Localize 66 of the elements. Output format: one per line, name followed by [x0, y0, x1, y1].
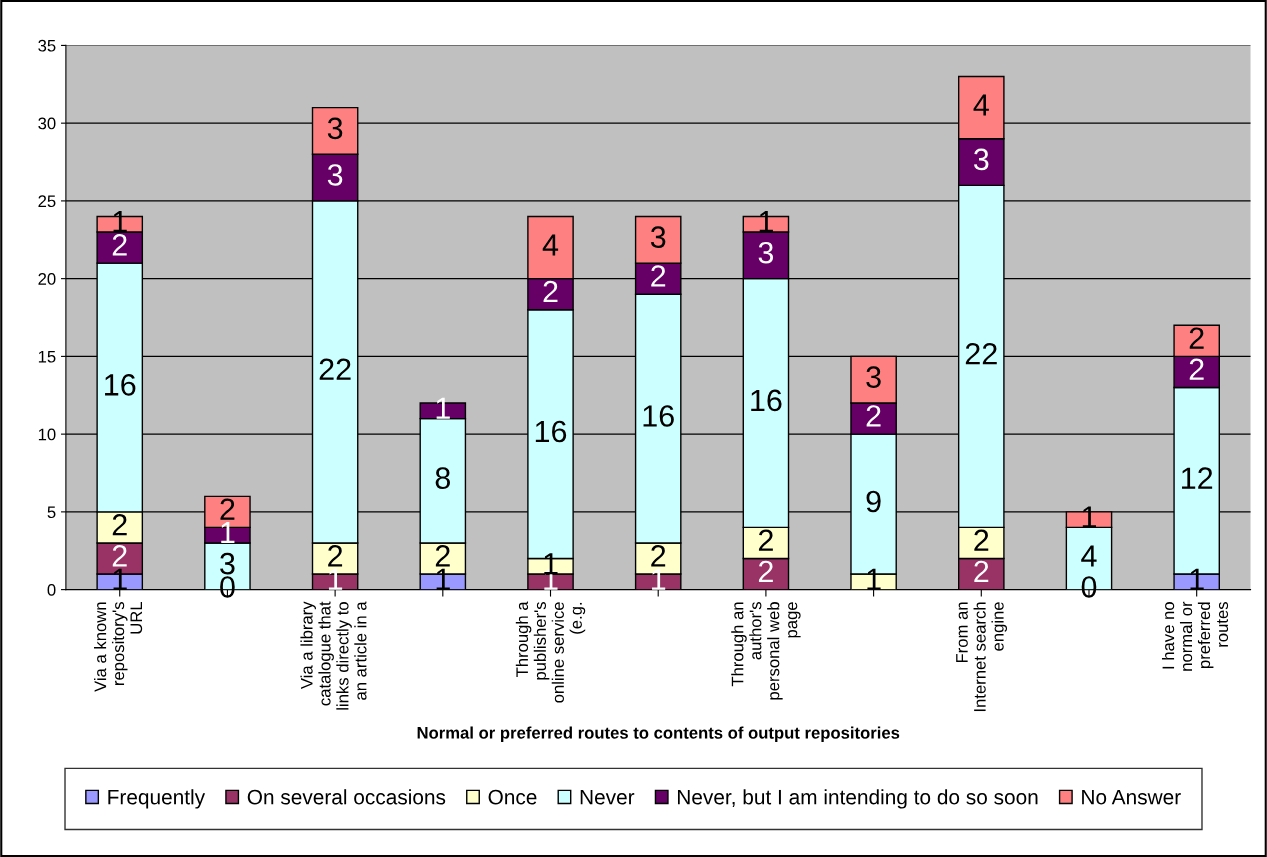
data-label: 12 — [1182, 467, 1213, 489]
data-label: 16 — [535, 420, 567, 443]
y-tick-label: 10 — [38, 428, 56, 441]
y-tick-label: 5 — [47, 506, 56, 519]
data-label: 2 — [866, 405, 881, 427]
data-label: 2 — [112, 545, 127, 567]
data-label: 2 — [758, 529, 773, 551]
data-label: 1 — [1190, 568, 1204, 590]
data-label: 1 — [436, 568, 450, 590]
data-label: 3 — [650, 226, 666, 248]
data-label: 3 — [758, 241, 774, 264]
y-tick-label: 30 — [38, 117, 56, 130]
data-label: 9 — [866, 490, 881, 513]
data-label: 1 — [759, 211, 773, 233]
x-tick-label: Via a library catalogue that links directly to an article in a — [300, 601, 367, 710]
data-label: 2 — [758, 560, 773, 582]
data-label: 1 — [436, 397, 450, 419]
data-label: 16 — [751, 389, 782, 412]
x-tick-label: Through a publisher's online service (e.g. — [515, 601, 586, 703]
x-axis-title: Normal or preferred routes to contents of output repositories — [417, 726, 900, 743]
data-label: 2 — [112, 513, 127, 536]
data-label: 1 — [867, 568, 881, 590]
data-label: 2 — [1189, 358, 1204, 380]
legend-label: On several occasions — [247, 789, 446, 805]
legend-label: Never, but I am intending to do so soon — [677, 789, 1038, 809]
data-label: 2 — [651, 265, 666, 287]
data-label: 3 — [973, 148, 989, 171]
y-tick-label: 0 — [47, 584, 56, 596]
data-label: 1 — [328, 568, 343, 590]
x-tick-label: I have no normal or preferred routes — [1161, 601, 1229, 671]
y-tick-label: 25 — [38, 195, 56, 208]
data-label: 3 — [327, 164, 343, 186]
data-label: 1 — [113, 568, 127, 590]
data-label: 2 — [328, 545, 343, 567]
y-tick-label: 20 — [38, 273, 56, 285]
data-label: 4 — [973, 94, 989, 116]
data-label: 2 — [435, 545, 450, 567]
data-label: 3 — [866, 366, 881, 388]
legend-label: Frequently — [108, 789, 206, 809]
data-label: 4 — [542, 234, 559, 256]
data-label: 1 — [652, 568, 666, 590]
data-label: 4 — [1081, 545, 1097, 567]
x-tick-label: Via a known repository's URL — [94, 601, 143, 692]
x-tick-label: Through an author's personal web page — [731, 602, 801, 700]
data-label: 2 — [112, 234, 127, 256]
data-label: 16 — [643, 405, 674, 427]
data-label: 2 — [1189, 327, 1204, 349]
data-label: 1 — [221, 522, 235, 544]
data-label: 1 — [113, 211, 127, 233]
legend-label: Never — [580, 789, 635, 805]
data-label: 2 — [651, 545, 666, 567]
data-label: 2 — [220, 498, 235, 520]
data-label: 2 — [543, 280, 558, 303]
data-label: 22 — [319, 358, 351, 380]
data-label: 3 — [327, 117, 343, 140]
data-label: 2 — [974, 560, 989, 582]
data-label: 2 — [974, 529, 989, 551]
legend-label: Once — [488, 789, 537, 805]
data-label: 3 — [220, 552, 235, 575]
legend-label: No Answer — [1082, 789, 1181, 805]
x-tick-label: From an Internet search engine — [956, 602, 1008, 712]
data-label: 16 — [105, 374, 136, 396]
y-tick-label: 35 — [38, 39, 56, 52]
y-tick-label: 15 — [38, 350, 56, 363]
data-label: 8 — [435, 467, 450, 489]
data-label: 22 — [965, 342, 997, 365]
